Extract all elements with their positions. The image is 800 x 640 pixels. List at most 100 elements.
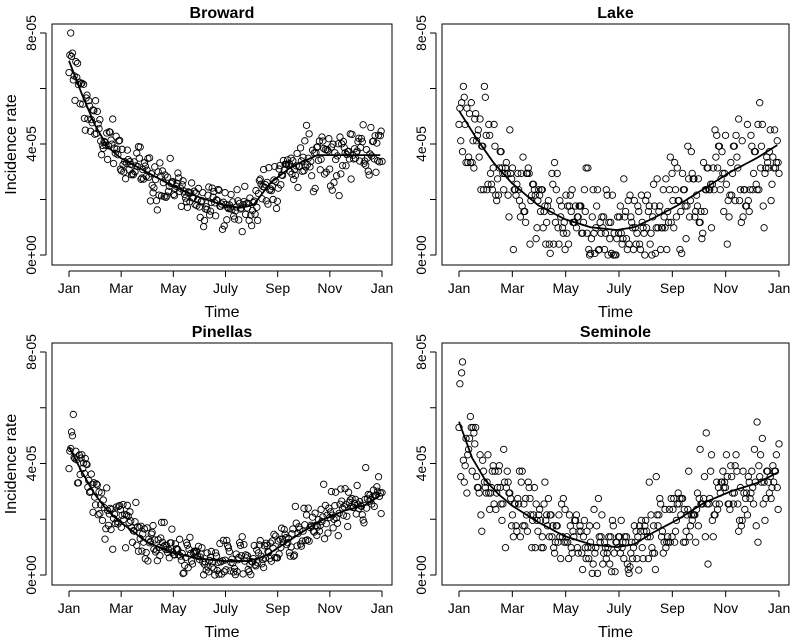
data-point — [557, 500, 566, 508]
data-point — [744, 196, 752, 205]
data-point — [194, 184, 203, 193]
data-point — [564, 554, 573, 563]
y-axis-title: Incidence rate — [3, 94, 20, 195]
data-point — [479, 142, 487, 150]
data-point — [513, 527, 521, 535]
data-point — [374, 157, 382, 165]
data-point — [235, 216, 243, 224]
data-point — [182, 198, 191, 206]
data-point — [126, 508, 134, 516]
data-point — [151, 163, 159, 171]
x-tick-label: Mar — [500, 600, 524, 616]
data-point — [709, 164, 717, 172]
data-point — [371, 132, 379, 140]
data-point — [622, 533, 631, 541]
data-point — [166, 154, 174, 163]
data-point — [139, 175, 148, 183]
data-point — [762, 494, 770, 503]
data-point — [144, 557, 152, 565]
data-point — [767, 196, 775, 205]
data-point — [460, 478, 468, 486]
data-point — [87, 470, 95, 478]
data-point — [656, 202, 664, 210]
data-point — [123, 501, 131, 509]
data-point — [566, 191, 574, 199]
x-tick-label: Jan — [448, 600, 471, 616]
data-point — [571, 516, 580, 525]
data-point — [700, 207, 709, 216]
data-point — [643, 191, 652, 199]
data-point — [466, 412, 475, 421]
data-point — [633, 229, 641, 237]
data-point — [682, 235, 690, 243]
data-point — [262, 197, 270, 205]
data-point — [691, 213, 699, 221]
data-point — [338, 140, 346, 148]
data-point — [642, 516, 650, 525]
data-point — [313, 143, 321, 152]
data-point — [482, 131, 490, 139]
data-point — [236, 541, 245, 550]
data-point — [256, 175, 264, 183]
x-axis-title: Time — [205, 304, 240, 321]
data-point — [465, 434, 474, 443]
data-point — [602, 186, 610, 194]
data-point — [647, 229, 655, 237]
data-point — [305, 537, 313, 545]
data-point — [523, 169, 532, 178]
data-point — [514, 494, 522, 503]
data-point — [490, 500, 498, 508]
data-point — [71, 96, 79, 105]
data-point — [367, 123, 375, 132]
data-point — [728, 473, 736, 481]
data-point — [317, 505, 325, 514]
data-point — [678, 494, 687, 503]
data-point — [734, 164, 742, 172]
data-point — [84, 115, 92, 123]
data-point — [500, 478, 509, 486]
data-point — [595, 533, 603, 541]
data-point — [249, 198, 258, 207]
data-point — [270, 176, 278, 184]
data-point — [603, 549, 611, 557]
data-point — [642, 196, 650, 205]
data-point — [494, 191, 503, 199]
data-point — [229, 198, 237, 206]
chart-title: Broward — [190, 5, 255, 22]
data-point — [676, 245, 684, 254]
data-point — [336, 133, 344, 141]
data-point — [738, 516, 746, 525]
data-point — [616, 202, 624, 210]
data-point — [93, 107, 101, 116]
data-point — [115, 137, 123, 145]
data-point — [458, 358, 467, 366]
data-point — [491, 142, 499, 150]
data-point — [270, 530, 278, 538]
data-point — [198, 544, 206, 552]
data-point — [167, 539, 175, 547]
data-point — [719, 467, 727, 475]
data-point — [499, 500, 507, 508]
data-point — [729, 500, 738, 508]
data-point — [290, 175, 298, 184]
data-point — [601, 544, 610, 552]
data-point — [549, 180, 557, 188]
data-point — [645, 478, 653, 486]
data-point — [363, 495, 372, 503]
data-point — [708, 180, 717, 188]
data-point — [507, 522, 516, 530]
data-point — [737, 218, 745, 227]
data-point — [653, 175, 661, 183]
data-point — [458, 148, 467, 156]
data-point — [739, 467, 747, 475]
data-point — [723, 473, 731, 481]
data-point — [484, 180, 492, 188]
data-point — [755, 462, 763, 470]
data-point — [296, 144, 305, 152]
data-point — [734, 500, 742, 508]
data-point — [763, 158, 772, 167]
data-point — [678, 249, 686, 258]
data-point — [672, 213, 681, 221]
x-tick-label: July — [607, 280, 632, 296]
